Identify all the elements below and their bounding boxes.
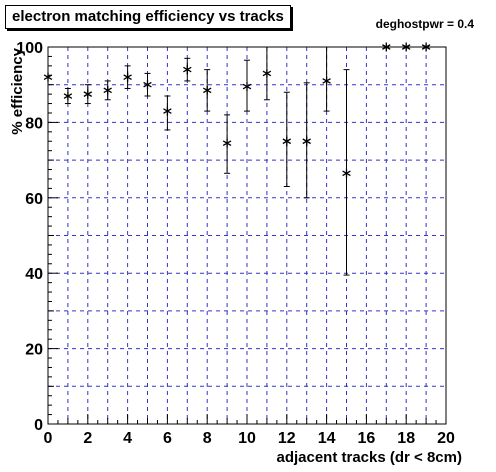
x-tick-label: 10 [238, 430, 256, 447]
marker-stroke [123, 74, 132, 80]
data-point [262, 68, 272, 78]
x-tick-label: 20 [437, 430, 455, 447]
data-point [163, 106, 172, 116]
x-tick-label: 16 [358, 430, 376, 447]
x-tick-label: 12 [278, 430, 296, 447]
data-point [103, 85, 112, 95]
chart-title: electron matching efficiency vs tracks [5, 5, 291, 29]
x-tick-label: 6 [163, 430, 172, 447]
axis-ticks [47, 46, 447, 425]
y-axis-label: % efficiency [9, 47, 26, 134]
data-point [63, 91, 73, 101]
data-point [302, 136, 311, 146]
data-point [342, 168, 351, 178]
data-point [282, 136, 292, 146]
marker-stroke [143, 81, 152, 88]
data-point [143, 80, 152, 90]
tick-labels: 0 2 4 6 8 10 12 14 16 18 20 0 20 40 60 80 100 [16, 40, 455, 447]
x-tick-label: 2 [83, 430, 92, 447]
x-tick-label: 4 [123, 430, 132, 447]
marker-stroke [202, 87, 212, 94]
y-tick-label: 0 [34, 417, 43, 434]
data-points [43, 42, 431, 178]
x-tick-label: 18 [397, 430, 415, 447]
x-tick-label: 0 [44, 430, 53, 447]
data-point [242, 82, 252, 92]
y-tick-label: 40 [25, 266, 43, 283]
marker-stroke [282, 138, 292, 145]
y-tick-label: 20 [25, 342, 43, 359]
marker-stroke [163, 108, 172, 114]
data-point [183, 65, 192, 75]
marker-stroke [342, 170, 351, 177]
data-point [123, 72, 132, 82]
marker-stroke [222, 140, 232, 146]
x-axis-label: adjacent tracks (dr < 8cm) [276, 449, 462, 466]
x-tick-label: 14 [318, 430, 336, 447]
marker-stroke [322, 78, 331, 84]
data-point [322, 76, 331, 86]
x-tick-label: 8 [203, 430, 212, 447]
marker-stroke [262, 70, 272, 77]
marker-stroke [302, 138, 311, 145]
marker-stroke [63, 93, 73, 99]
chart-annotation: deghostpwr = 0.4 [375, 17, 474, 31]
data-point [83, 89, 93, 99]
y-tick-label: 60 [25, 191, 43, 208]
marker-stroke [183, 66, 192, 73]
marker-stroke [242, 83, 252, 90]
data-point [202, 85, 212, 95]
y-tick-label: 80 [25, 115, 43, 132]
y-tick-label: 100 [16, 40, 43, 57]
data-point [222, 138, 232, 148]
grid-lines [48, 47, 446, 424]
marker-stroke [103, 87, 112, 94]
marker-stroke [83, 91, 93, 97]
